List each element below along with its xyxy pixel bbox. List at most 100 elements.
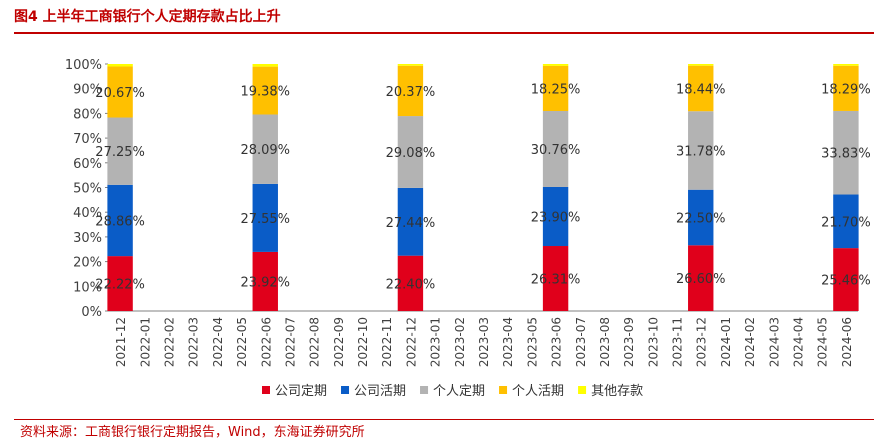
y-tick-label: 90% [73, 83, 102, 98]
data-label: 18.29% [821, 82, 871, 97]
x-tick-label: 2023-01 [429, 317, 443, 367]
x-tick-label: 2022-01 [138, 317, 152, 367]
bar-segment [252, 251, 278, 311]
bar-segment [688, 111, 714, 190]
legend-label: 个人定期 [433, 384, 485, 399]
x-tick-label: 2022-09 [332, 317, 346, 367]
legend-swatch [499, 386, 508, 394]
legend-label: 公司定期 [275, 384, 327, 399]
y-tick-label: 10% [73, 280, 102, 295]
stacked-bar-chart: 0% 10% 20% 30% 40% 50% 60% 70% 80% 90% 100% 2021-12… [65, 58, 871, 399]
source-note: 资料来源：工商银行银行定期报告，Wind，东海证券研究所 [20, 425, 365, 440]
data-label: 31.78% [676, 144, 726, 159]
bar-segment [542, 111, 569, 187]
data-label: 26.60% [676, 272, 726, 287]
data-label: 22.40% [386, 277, 436, 292]
bar-segment [107, 117, 133, 185]
x-tick-label: 2022-08 [308, 317, 322, 367]
x-tick-label: 2023-09 [622, 317, 636, 367]
data-label: 20.67% [95, 86, 145, 101]
y-tick-label: 50% [73, 182, 102, 197]
data-label: 28.86% [95, 214, 145, 229]
y-tick-label: 0% [81, 305, 102, 320]
bar-segment [107, 184, 133, 257]
x-tick-label: 2022-05 [235, 317, 249, 367]
data-label: 27.55% [240, 212, 290, 227]
y-tick-label: 100% [65, 58, 102, 73]
bar-segment [397, 65, 424, 117]
x-tick-label: 2022-10 [356, 317, 370, 367]
data-label: 28.09% [240, 143, 290, 158]
x-tick-label: 2024-01 [719, 317, 733, 367]
x-tick-label: 2022-02 [162, 317, 176, 367]
bar-segment [542, 65, 569, 112]
bar-segment [833, 64, 859, 66]
y-tick-label: 80% [73, 107, 102, 122]
x-tick-label: 2023-06 [550, 317, 564, 367]
x-tick-label: 2023-07 [574, 317, 588, 367]
x-tick-label: 2024-04 [792, 317, 806, 367]
legend-swatch [262, 386, 270, 394]
x-tick-label: 2022-04 [211, 317, 225, 367]
bar-segment [688, 189, 714, 246]
bar-segment [542, 64, 569, 66]
x-tick-label: 2023-12 [695, 317, 709, 367]
data-label: 22.22% [95, 278, 145, 293]
bar-segment [542, 246, 569, 311]
bar-segment [833, 110, 859, 195]
legend-swatch [341, 386, 350, 394]
bar-segment [252, 183, 278, 252]
data-label: 26.31% [531, 273, 581, 288]
bar-segment [107, 256, 133, 311]
data-label: 22.50% [676, 212, 726, 227]
bar-segment [688, 245, 714, 311]
bar-segment [833, 248, 859, 311]
bar-segment [107, 66, 133, 118]
y-tick-label: 60% [73, 157, 102, 172]
data-label: 18.25% [531, 82, 581, 97]
bar-segment [688, 65, 714, 112]
x-tick-label: 2023-08 [598, 317, 612, 367]
data-label: 25.46% [821, 274, 871, 289]
bar-segment [397, 116, 424, 188]
bar-segment [833, 194, 859, 249]
legend-swatch [578, 386, 587, 394]
x-tick-label: 2023-02 [453, 317, 467, 367]
x-tick-label: 2022-06 [259, 317, 273, 367]
legend-swatch [420, 386, 429, 394]
source-rule [14, 419, 874, 420]
data-label: 27.44% [386, 216, 436, 231]
x-tick-label: 2024-06 [840, 317, 854, 367]
legend-label: 个人活期 [512, 384, 564, 399]
x-tick-label: 2022-07 [283, 317, 297, 367]
data-label: 30.76% [531, 143, 581, 158]
legend-label: 其他存款 [591, 384, 643, 399]
data-label: 18.44% [676, 82, 726, 97]
data-label: 33.83% [821, 147, 871, 162]
bar-segment [397, 64, 424, 66]
title-rule [14, 32, 874, 34]
x-tick-label: 2021-12 [114, 317, 128, 367]
bar-segment [688, 64, 714, 66]
x-tick-label: 2023-03 [477, 317, 491, 367]
data-label: 21.70% [821, 215, 871, 230]
x-tick-label: 2022-03 [187, 317, 201, 367]
x-tick-label: 2022-11 [380, 317, 394, 367]
legend-label: 公司活期 [354, 384, 406, 399]
data-label: 20.37% [386, 85, 436, 100]
x-tick-label: 2024-03 [767, 317, 781, 367]
x-tick-label: 2023-10 [646, 317, 660, 367]
x-tick-label: 2023-11 [671, 317, 685, 367]
data-label: 23.90% [531, 210, 581, 225]
data-label: 27.25% [95, 145, 145, 160]
data-label: 29.08% [386, 146, 436, 161]
x-tick-label: 2024-05 [816, 317, 830, 367]
y-tick-label: 20% [73, 256, 102, 271]
x-tick-label: 2022-12 [404, 317, 418, 367]
x-tick-label: 2024-02 [743, 317, 757, 367]
bar-segment [542, 186, 569, 247]
bar-segment [107, 64, 133, 67]
data-label: 23.92% [240, 275, 290, 290]
bar-segment [833, 65, 859, 111]
x-tick-label: 2023-04 [501, 317, 515, 367]
